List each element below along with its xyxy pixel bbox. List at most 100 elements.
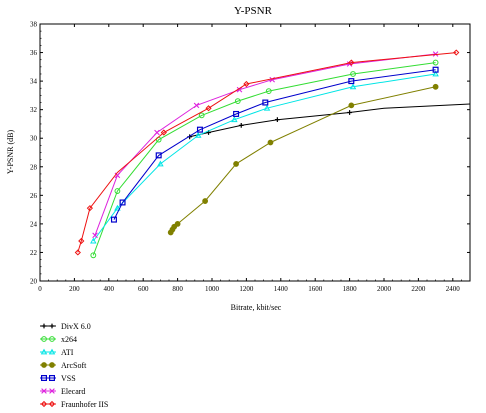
legend-marker (48, 375, 55, 382)
y-tick-label: 24 (30, 220, 38, 228)
x-tick-label: 1400 (274, 285, 289, 293)
legend-item: ATI (40, 348, 74, 357)
x-axis: 0 200 400 600 800 1000 1200 1400 1600 1800 2000 220… (38, 24, 471, 293)
data-point (205, 105, 212, 112)
data-point (174, 220, 181, 227)
series-vss (110, 66, 439, 223)
series-line (94, 53, 436, 236)
series-line (92, 62, 436, 256)
data-point (92, 232, 98, 239)
data-point (238, 122, 244, 128)
data-point (90, 237, 97, 244)
x-tick-label: 200 (69, 285, 80, 293)
x-tick-label: 1000 (205, 285, 220, 293)
data-point (160, 129, 167, 136)
y-tick-label: 34 (30, 78, 38, 86)
data-point (265, 88, 272, 95)
data-point (233, 161, 239, 167)
data-point (432, 70, 439, 77)
legend-label: ATI (61, 348, 74, 357)
legend-marker (40, 400, 48, 408)
x-tick-label: 1200 (239, 285, 254, 293)
x-tick-label: 2000 (377, 285, 392, 293)
y-tick-label: 20 (30, 278, 38, 286)
y-axis: 20 22 24 26 28 30 32 34 36 38 (30, 21, 470, 286)
legend-marker (40, 348, 48, 355)
data-point (267, 139, 274, 146)
legend-marker (49, 323, 55, 329)
data-point (263, 104, 271, 111)
legend-item: DivX 6.0 (40, 322, 91, 331)
data-point (453, 49, 460, 56)
data-point (349, 83, 357, 90)
series-divx-6-0 (187, 103, 471, 140)
legend-label: Fraunhofer IIS (61, 400, 108, 409)
legend-item: Elecard (40, 387, 85, 396)
series-line (77, 52, 457, 253)
y-tick-label: 32 (30, 106, 38, 114)
x-tick-label: 800 (172, 285, 183, 293)
legend-marker (41, 323, 47, 329)
legend: DivX 6.0 x264 ATI ArcSoft VSS Elecard Fraunhof… (40, 322, 108, 409)
legend-item: x264 (40, 335, 77, 344)
y-tick-label: 30 (30, 135, 38, 143)
series-elecard (92, 51, 439, 239)
data-point (348, 102, 355, 109)
legend-marker (49, 336, 55, 342)
legend-marker (49, 388, 55, 394)
x-tick-label: 1800 (343, 285, 358, 293)
series-layer (74, 49, 471, 259)
legend-marker (40, 375, 47, 382)
data-point (90, 252, 97, 259)
legend-label: Elecard (61, 387, 85, 396)
x-tick-label: 2200 (411, 285, 426, 293)
data-point (114, 204, 121, 211)
y-axis-title: Y-PSNR (dB) (6, 130, 15, 175)
x-axis-title: Bitrate, kbit/sec (231, 303, 282, 312)
x-tick-label: 1600 (308, 285, 323, 293)
data-point (432, 51, 439, 57)
y-tick-label: 36 (30, 49, 38, 57)
data-point (350, 71, 356, 77)
data-point (110, 216, 117, 223)
data-point (119, 199, 126, 206)
x-tick-label: 2400 (446, 285, 461, 293)
y-tick-label: 28 (30, 163, 38, 171)
data-point (348, 78, 355, 85)
data-point (193, 102, 200, 109)
data-point (274, 117, 280, 123)
legend-label: ArcSoft (61, 361, 87, 370)
y-tick-label: 38 (30, 21, 38, 29)
data-point (243, 80, 250, 88)
data-point (157, 160, 164, 167)
data-point (236, 86, 243, 93)
legend-label: VSS (61, 374, 76, 383)
data-point (114, 172, 121, 179)
data-point (78, 237, 85, 245)
y-tick-label: 26 (30, 192, 38, 200)
x-tick-label: 400 (104, 285, 115, 293)
data-point (432, 59, 439, 66)
legend-marker (41, 388, 47, 394)
chart-title: Y-PSNR (234, 5, 273, 17)
legend-item: VSS (40, 374, 76, 383)
y-tick-label: 22 (30, 249, 38, 257)
legend-marker (48, 348, 56, 355)
legend-marker (41, 336, 47, 342)
legend-marker (41, 362, 47, 368)
legend-item: Fraunhofer IIS (40, 400, 108, 409)
data-point (432, 66, 439, 73)
data-point (231, 116, 238, 123)
data-point (262, 99, 269, 106)
data-point (198, 112, 205, 119)
x-tick-label: 0 (38, 285, 42, 293)
legend-marker (49, 362, 55, 368)
legend-label: x264 (61, 335, 77, 344)
series-fraunhofer-iis (74, 49, 460, 256)
x-tick-label: 600 (138, 285, 149, 293)
data-point (233, 110, 240, 117)
data-point (348, 59, 355, 66)
legend-marker (48, 400, 56, 408)
